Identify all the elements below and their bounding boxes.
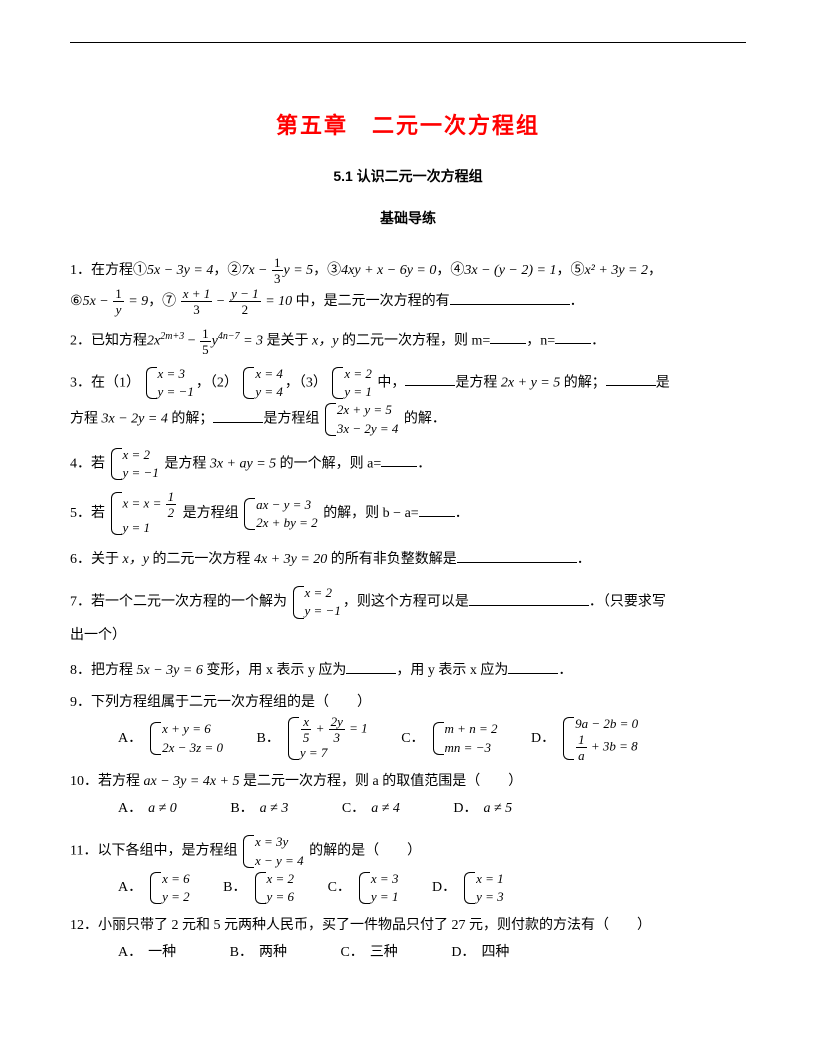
q12-stem: 12．小丽只带了 2 元和 5 元两种人民币，买了一件物品只付了 27 元，则付… (70, 918, 651, 933)
q10-opt-d: D．a ≠ 5 (453, 794, 512, 825)
question-2: 2．已知方程2x2m+3 − 15y4n−7 = 3 是关于 x，y 的二元一次… (70, 326, 746, 357)
question-5: 5．若 x = x = 12 y = 1 是方程组 ax − y = 32x +… (70, 490, 746, 537)
q10-options: A．a ≠ 0 B．a ≠ 3 C．a ≠ 4 D．a ≠ 5 (70, 794, 746, 825)
question-11: 11．以下各组中，是方程组 x = 3yx − y = 4 的解的是（ ） A．… (70, 833, 746, 906)
q7-sys: x = 2y = −1 (293, 584, 341, 620)
q5-sys1: x = x = 12 y = 1 (111, 490, 178, 537)
q11-opt-a: A．x = 6y = 2 (118, 870, 192, 906)
q3-sys3: x = 2y = 1 (332, 365, 372, 401)
question-6: 6．关于 x，y 的二元一次方程 4x + 3y = 20 的所有非负整数解是． (70, 545, 746, 576)
q1-blank (450, 290, 570, 305)
q2-blank-m (490, 329, 526, 344)
chapter-title: 第五章 二元一次方程组 (70, 108, 746, 140)
q12-opt-a: A．一种 (118, 938, 176, 969)
q11-opt-b: B．x = 2y = 6 (223, 870, 296, 906)
question-7: 7．若一个二元一次方程的一个解为 x = 2y = −1，则这个方程可以是．（只… (70, 584, 746, 651)
q11-opt-d: D．x = 1y = 3 (432, 870, 506, 906)
q9-opt-d: D．9a − 2b = 01a + 3b = 8 (531, 715, 640, 762)
q1-frac7b: y − 12 (229, 287, 261, 316)
q11-sys: x = 3yx − y = 4 (243, 833, 304, 869)
question-4: 4．若 x = 2y = −1 是方程 3x + ay = 5 的一个解，则 a… (70, 446, 746, 482)
q2-blank-n (555, 329, 591, 344)
q4-blank (381, 452, 417, 467)
q8-blank1 (346, 659, 396, 674)
question-10: 10．若方程 ax − 3y = 4x + 5 是二元一次方程，则 a 的取值范… (70, 770, 746, 825)
q3-sys4: 2x + y = 53x − 2y = 4 (325, 401, 399, 437)
q10-opt-c: C．a ≠ 4 (342, 794, 400, 825)
q9-opt-a: A．x + y = 62x − 3z = 0 (118, 720, 225, 756)
page: 第五章 二元一次方程组 5.1 认识二元一次方程组 基础导练 1．在方程①5x … (0, 0, 816, 1056)
q1-lead: 1．在方程① (70, 263, 147, 278)
q9-opt-c: C．m + n = 2mn = −3 (401, 720, 499, 756)
header-rule (70, 42, 746, 43)
q1-frac6: 1y (113, 287, 124, 316)
question-3: 3．在（1） x = 3y = −1，（2） x = 4y = 4，（3） x … (70, 365, 746, 438)
q6-blank (457, 548, 577, 563)
q10-opt-a: A．a ≠ 0 (118, 794, 177, 825)
q11-opt-c: C．x = 3y = 1 (328, 870, 401, 906)
q1-eq1: 5x − 3y = 4 (147, 263, 213, 278)
q8-blank2 (508, 659, 558, 674)
q3-blank3 (213, 408, 263, 423)
q4-sys: x = 2y = −1 (111, 446, 159, 482)
q10-opt-b: B．a ≠ 3 (230, 794, 288, 825)
q1-frac2: 13 (272, 256, 283, 285)
q7-blank (469, 591, 589, 606)
question-8: 8．把方程 5x − 3y = 6 变形，用 x 表示 y 应为，用 y 表示 … (70, 659, 746, 683)
q5-sys2: ax − y = 32x + by = 2 (244, 496, 318, 532)
q12-opt-c: C．三种 (340, 938, 397, 969)
q9-opt-b: B．x5 + 2y3 = 1y = 7 (257, 715, 370, 762)
q12-opt-b: B．两种 (230, 938, 287, 969)
q5-blank (419, 502, 455, 517)
q12-opt-d: D．四种 (451, 938, 509, 969)
question-9: 9．下列方程组属于二元一次方程组的是（ ） A．x + y = 62x − 3z… (70, 691, 746, 762)
q1-frac7a: x + 13 (181, 287, 213, 316)
q11-options: A．x = 6y = 2 B．x = 2y = 6 C．x = 3y = 1 D… (70, 870, 746, 906)
section-title: 5.1 认识二元一次方程组 (70, 166, 746, 186)
q2-frac: 15 (200, 327, 211, 356)
q3-blank2 (606, 371, 656, 386)
q3-blank1 (405, 371, 455, 386)
q3-sys2: x = 4y = 4 (243, 365, 283, 401)
q3-sys1: x = 3y = −1 (146, 365, 194, 401)
sub-heading: 基础导练 (70, 208, 746, 228)
q9-options: A．x + y = 62x − 3z = 0 B．x5 + 2y3 = 1y =… (70, 715, 746, 762)
question-1: 1．在方程①5x − 3y = 4，②7x − 13y = 5，③4xy + x… (70, 256, 746, 318)
question-12: 12．小丽只带了 2 元和 5 元两种人民币，买了一件物品只付了 27 元，则付… (70, 914, 746, 969)
q9-stem: 9．下列方程组属于二元一次方程组的是（ ） (70, 695, 371, 710)
q12-options: A．一种 B．两种 C．三种 D．四种 (70, 938, 746, 969)
